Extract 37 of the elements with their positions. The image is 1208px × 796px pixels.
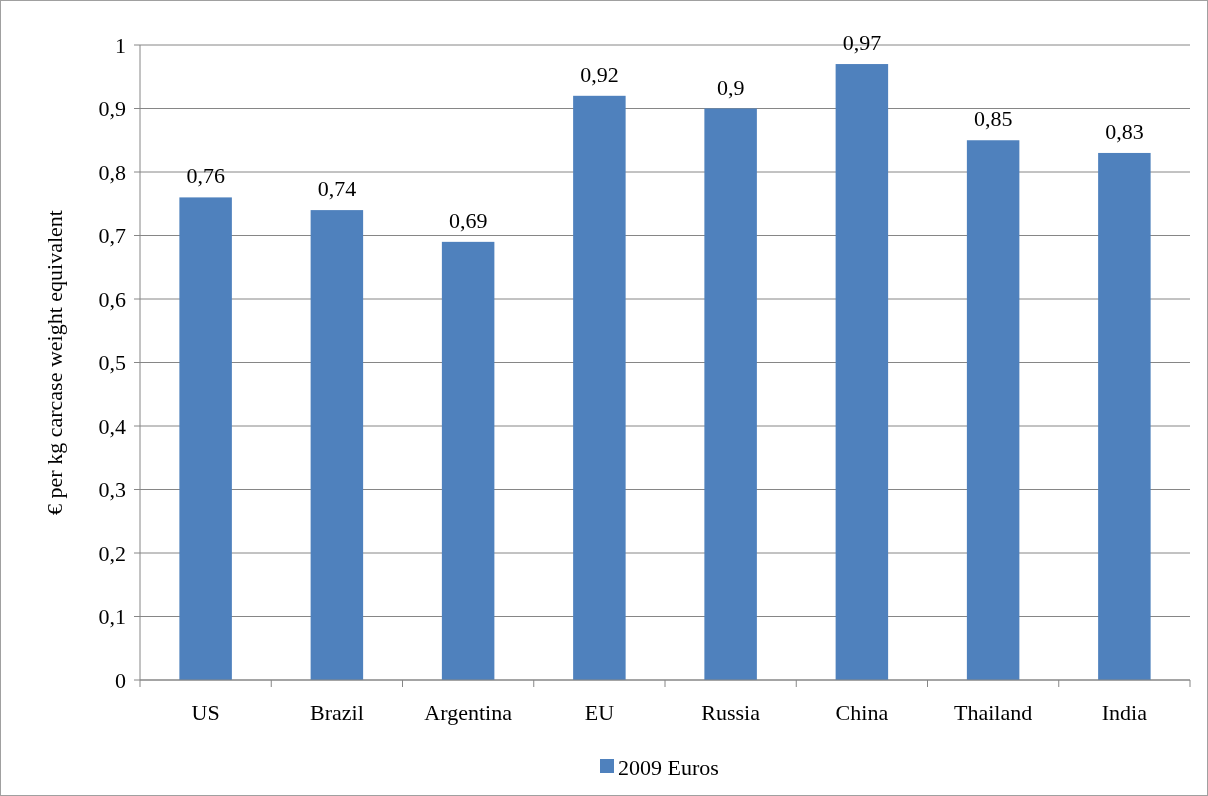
- y-tick-label: 0,2: [98, 540, 126, 566]
- data-label: 0,97: [842, 30, 882, 56]
- y-tick-label: 1: [115, 32, 126, 58]
- y-tick-label: 0,3: [98, 477, 126, 503]
- data-label: 0,76: [186, 163, 225, 189]
- x-tick-label: China: [835, 700, 889, 725]
- data-label: 0,69: [448, 207, 488, 233]
- y-tick-label: 0,8: [98, 159, 126, 185]
- y-tick-label: 0,4: [98, 413, 126, 439]
- y-tick-label: 0,1: [98, 604, 126, 630]
- bar: [573, 95, 626, 680]
- x-tick-label: US: [191, 700, 220, 725]
- y-tick-label: 0: [115, 667, 126, 693]
- y-tick-label: 0,7: [98, 223, 126, 249]
- y-tick-label: 0,9: [98, 96, 126, 122]
- bar: [966, 140, 1020, 680]
- x-tick-label: Argentina: [424, 700, 513, 725]
- bar: [179, 197, 232, 680]
- y-tick-label: 0,6: [98, 286, 126, 312]
- bar: [441, 241, 495, 680]
- data-label: 0,92: [580, 61, 619, 87]
- bar: [310, 210, 364, 680]
- y-tick-label: 0,5: [98, 350, 126, 376]
- bar: [1098, 152, 1151, 680]
- legend-label: 2009 Euros: [618, 754, 719, 780]
- y-axis-title: € per kg carcase weight equivalent: [42, 210, 67, 515]
- data-label: 0,83: [1105, 118, 1144, 144]
- x-tick-label: Russia: [701, 700, 761, 725]
- data-label: 0,9: [716, 74, 745, 100]
- x-tick-label: EU: [584, 700, 615, 725]
- x-tick-label: India: [1101, 700, 1148, 725]
- x-tick-label: Thailand: [954, 700, 1033, 725]
- bar: [835, 64, 889, 680]
- data-label: 0,85: [973, 106, 1013, 132]
- x-tick-label: Brazil: [309, 700, 364, 725]
- data-label: 0,74: [317, 176, 357, 202]
- bar: [704, 108, 757, 680]
